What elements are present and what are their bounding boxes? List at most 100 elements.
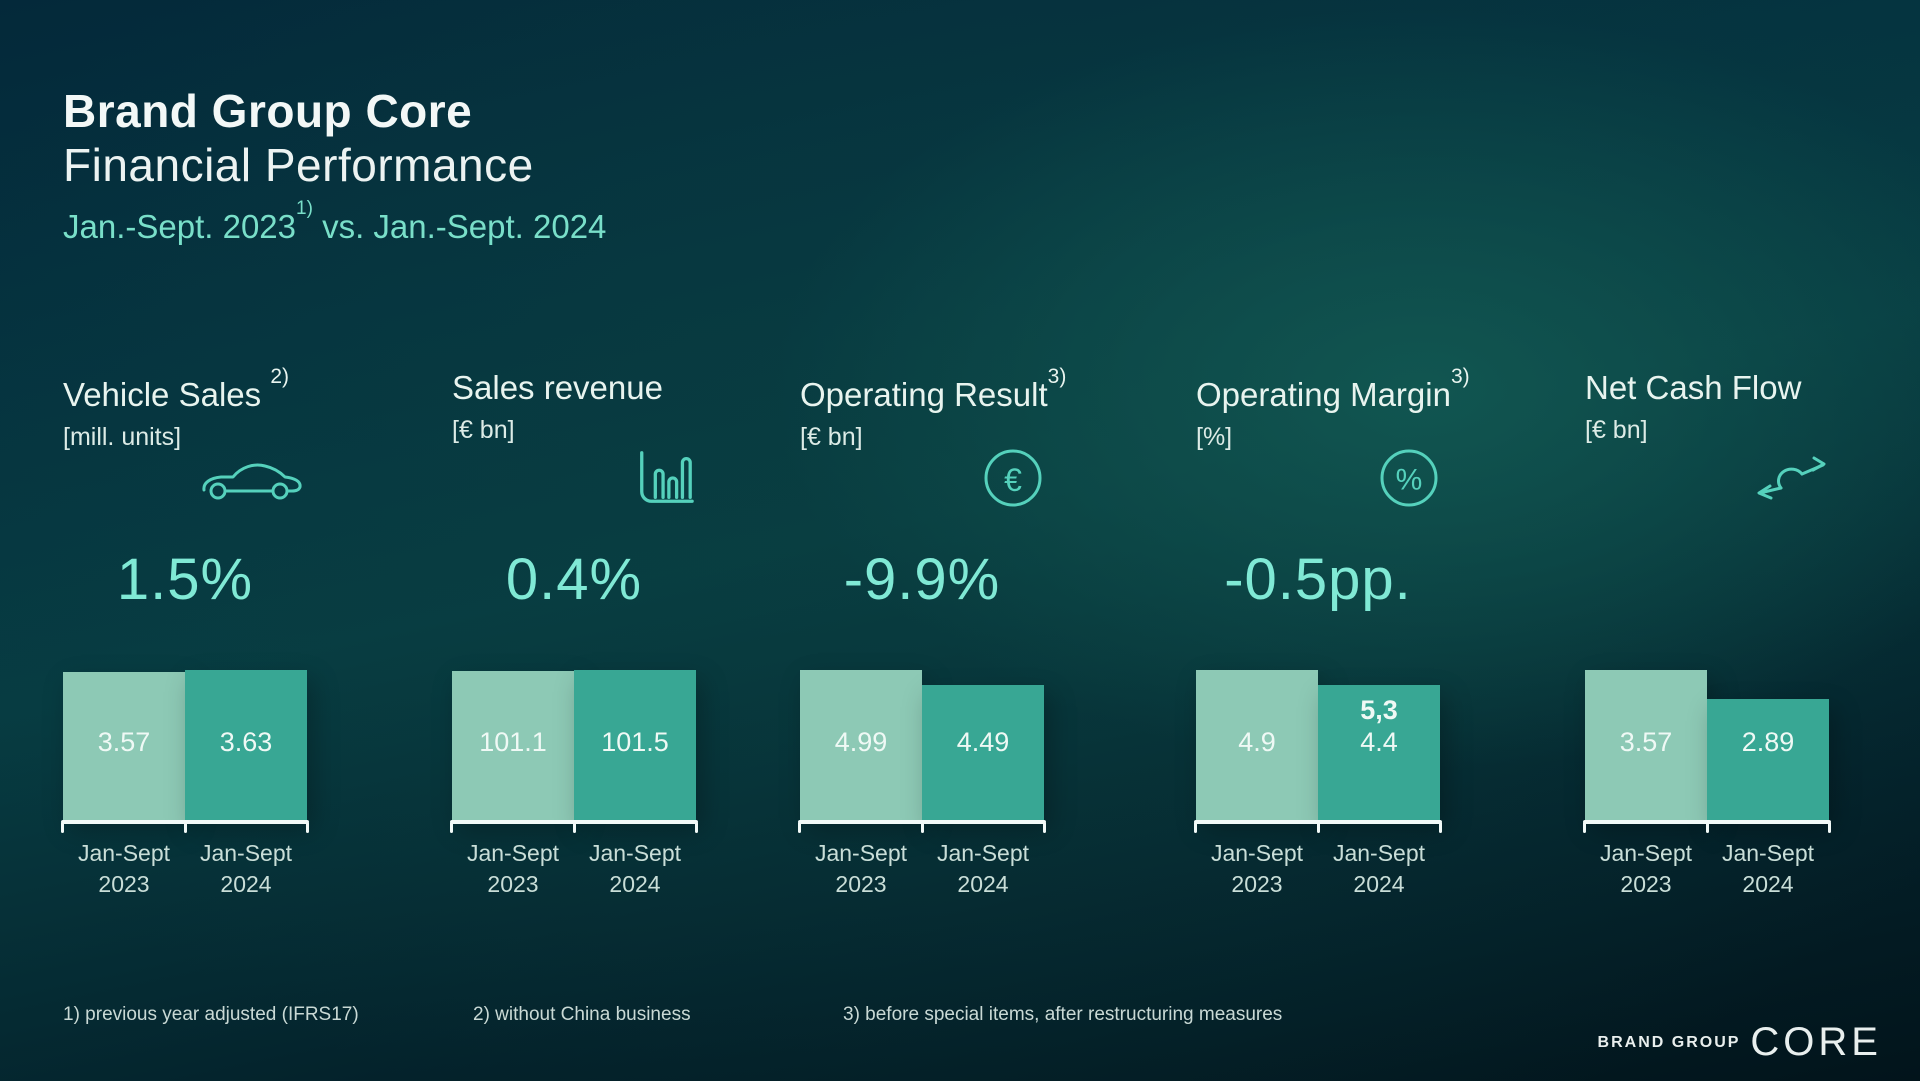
axis-tick — [1583, 823, 1586, 833]
metric-unit: [%] — [1196, 423, 1233, 451]
bar-2023: 4.99 — [800, 670, 922, 820]
x-axis-bracket — [1194, 820, 1442, 833]
category-label: Jan-Sept 2024 — [1332, 840, 1426, 897]
bar-value-label: 4.99 — [834, 727, 888, 757]
bar-2023: 3.57 — [1585, 670, 1707, 820]
axis-tick — [695, 823, 698, 833]
x-axis-bracket — [1583, 820, 1831, 833]
bar-2024: 3.63 — [185, 670, 307, 820]
category-labels: Jan-Sept 2023 Jan-Sept 2024 — [63, 838, 307, 900]
metric-icon-row: € — [800, 444, 1044, 512]
metric-column-sales-revenue: Sales revenue [€ bn] 0.4% 101.1 101.5 Jan-Sep… — [450, 368, 792, 933]
metric-icon-row — [1585, 444, 1829, 512]
metric-column-vehicle-sales: Vehicle Sales 2) [mill. units] 1.5% 3.57 3.6… — [61, 365, 403, 933]
axis-tick — [306, 823, 309, 833]
title-block: Brand Group Core Financial Performance J… — [63, 84, 606, 247]
footnote-2: 2) without China business — [473, 1004, 691, 1025]
bar-value-label: 3.57 — [1619, 727, 1673, 757]
period-suffix: vs. Jan.-Sept. 2024 — [312, 208, 607, 245]
category-label: Jan-Sept 2023 — [1210, 840, 1304, 897]
category-labels: Jan-Sept 2023 Jan-Sept 2024 — [452, 838, 696, 900]
period-subtitle: Jan.-Sept. 20231) vs. Jan.-Sept. 2024 — [63, 198, 607, 247]
bar-2023: 101.1 — [452, 671, 574, 820]
bar-2023: 3.57 — [63, 672, 185, 820]
metric-footnote-marker: 3) — [1450, 365, 1470, 388]
period-prefix: Jan.-Sept. 2023 — [63, 208, 296, 245]
axis-tick — [1439, 823, 1442, 833]
bar-value-label: 3.63 — [219, 727, 273, 757]
axis-tick — [1828, 823, 1831, 833]
bar-value-label: 4.9 — [1238, 727, 1276, 757]
x-axis-bracket — [798, 820, 1046, 833]
axis-tick — [1705, 823, 1709, 833]
bar-value-label: 3.57 — [97, 727, 151, 757]
footnotes: 1) previous year adjusted (IFRS17) 2) wi… — [0, 1003, 1920, 1033]
axis-tick — [798, 823, 801, 833]
bar-2024: 101.5 — [574, 670, 696, 820]
category-label: Jan-Sept 2024 — [588, 840, 682, 897]
bar-2024: 2.89 — [1707, 699, 1829, 820]
metric-column-operating-result: Operating Result3) [€ bn] € -9.9% 4.99 4.49 Ja… — [798, 365, 1140, 933]
car-icon — [197, 453, 307, 503]
metric-title: Sales revenue — [452, 369, 663, 406]
metric-footnote-marker: 2) — [270, 365, 289, 388]
x-axis-bracket — [61, 820, 309, 833]
category-label: Jan-Sept 2023 — [1599, 840, 1693, 897]
metric-title: Operating Margin3) — [1196, 365, 1470, 413]
metric-icon-row — [452, 444, 696, 512]
bar-value-label: 4.49 — [956, 727, 1010, 757]
bar-2023: 4.9 — [1196, 670, 1318, 820]
bar-value-label: 101.1 — [479, 727, 547, 757]
metric-footnote-marker: 3) — [1047, 365, 1067, 388]
metric-title: Net Cash Flow — [1585, 369, 1802, 406]
axis-tick — [1316, 823, 1320, 833]
axis-tick — [183, 823, 187, 833]
bar-chart: 3.57 2.89 — [1583, 368, 1831, 833]
metric-change-value: -0.5pp. — [1224, 547, 1412, 612]
brand-logo-text: BRAND GROUP — [1597, 1033, 1741, 1051]
bar-chart: 3.57 3.63 — [61, 368, 309, 833]
metric-unit: [mill. units] — [63, 423, 182, 451]
bar-value-label: 101.5 — [601, 727, 669, 757]
bar-value-label: 5,3 4.4 — [1318, 694, 1440, 758]
metric-column-operating-margin: Operating Margin3) [%]% -0.5pp. 4.9 5,3 4.4 Ja… — [1194, 365, 1536, 933]
x-axis-bracket — [450, 820, 698, 833]
bar-chart: 101.1 101.5 — [450, 368, 698, 833]
metric-change-value: 0.4% — [505, 547, 643, 612]
axis-tick — [1043, 823, 1046, 833]
metric-icon-row: % — [1196, 444, 1440, 512]
svg-text:%: % — [1396, 464, 1423, 497]
footnote-3: 3) before special items, after restructu… — [843, 1004, 1283, 1025]
category-label: Jan-Sept 2023 — [466, 840, 560, 897]
percent-circle-icon: % — [1378, 447, 1440, 509]
category-labels: Jan-Sept 2023 Jan-Sept 2024 — [800, 838, 1044, 900]
category-label: Jan-Sept 2023 — [814, 840, 908, 897]
axis-tick — [61, 823, 64, 833]
page-title: Brand Group Core — [63, 85, 473, 137]
metric-change-value: -9.9% — [843, 547, 1001, 612]
category-label: Jan-Sept 2024 — [936, 840, 1030, 897]
bar-chart: 4.99 4.49 — [798, 368, 1046, 833]
metric-change-value: 1.5% — [116, 547, 254, 612]
svg-text:€: € — [1004, 462, 1022, 498]
bar-2024: 4.49 — [922, 685, 1044, 820]
metric-unit: [€ bn] — [800, 423, 863, 451]
metric-title: Operating Result3) — [800, 365, 1067, 413]
page-title-line2: Financial Performance — [63, 139, 534, 191]
footnote-1: 1) previous year adjusted (IFRS17) — [63, 1004, 359, 1025]
bar-2024: 5,3 4.4 — [1318, 685, 1440, 820]
metric-unit: [€ bn] — [1585, 416, 1648, 444]
metric-column-net-cash-flow: Net Cash Flow [€ bn] 3.57 2.89 Jan-Sept 2023 J… — [1583, 368, 1920, 933]
axis-tick — [1194, 823, 1197, 833]
metric-unit: [€ bn] — [452, 416, 515, 444]
brand-logo-core: CORE — [1750, 1020, 1882, 1064]
category-label: Jan-Sept 2024 — [199, 840, 293, 897]
brand-logo: BRAND GROUP CORE — [1598, 1020, 1882, 1065]
category-label: Jan-Sept 2023 — [77, 840, 171, 897]
category-label: Jan-Sept 2024 — [1721, 840, 1815, 897]
bar-value-label: 2.89 — [1741, 727, 1795, 757]
bar-chart: 4.9 5,3 4.4 — [1194, 368, 1442, 833]
metric-icon-row — [63, 444, 307, 512]
period-footnote-marker: 1) — [296, 198, 313, 219]
